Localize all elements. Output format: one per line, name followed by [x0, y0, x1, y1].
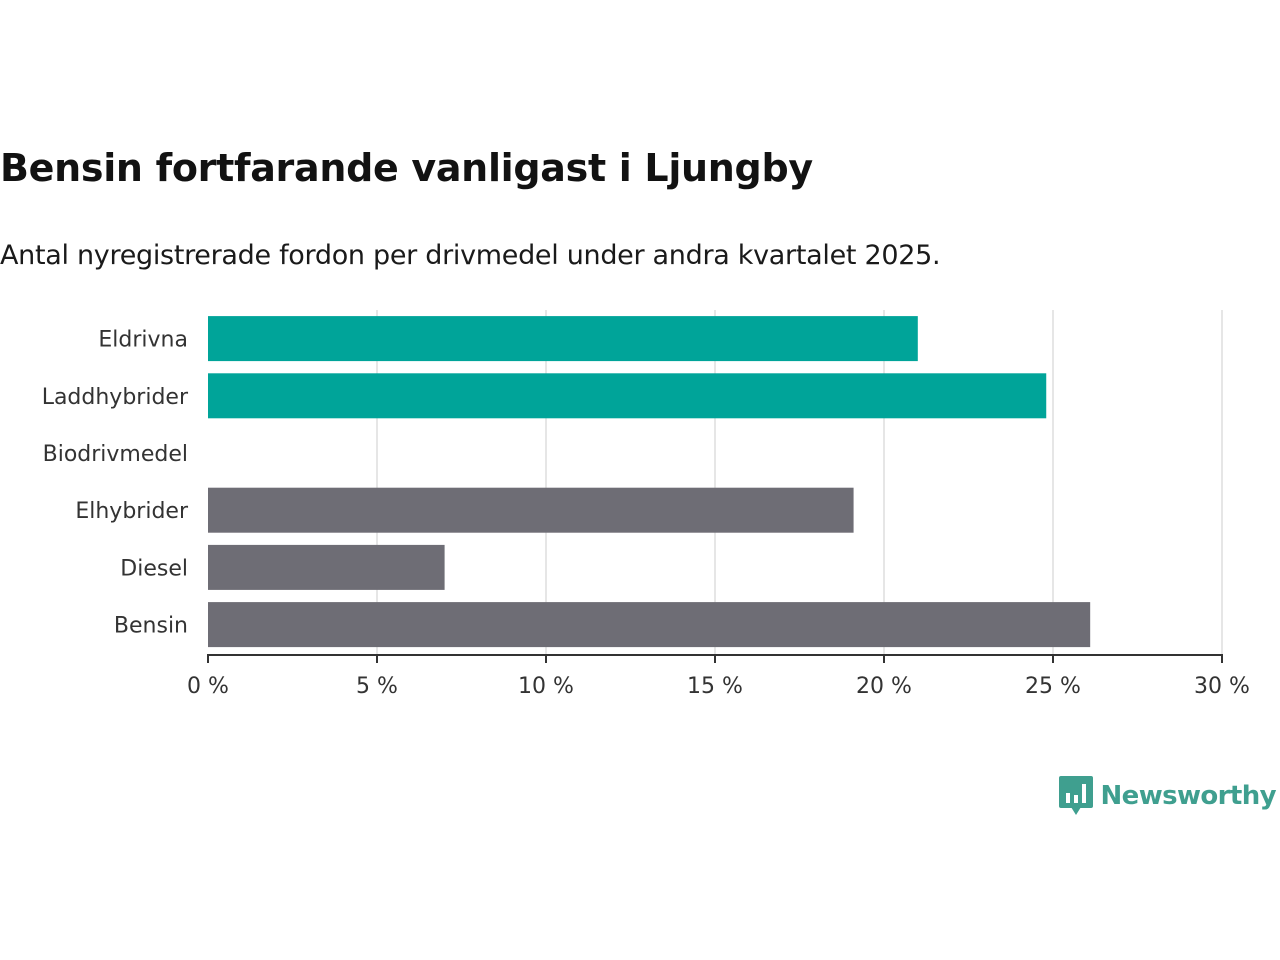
bars [208, 316, 1091, 648]
category-label: Biodrivmedel [43, 442, 188, 467]
bar-bensin [208, 602, 1091, 648]
bar-elhybrider [208, 487, 854, 533]
category-label: Eldrivna [98, 328, 188, 353]
chart-title: Bensin fortfarande vanligast i Ljungby [0, 146, 813, 190]
x-tick-label: 15 % [687, 674, 743, 699]
x-axis: 0 % 5 % 10 % 15 % 20 % 25 % 30 % [187, 654, 1250, 699]
category-label: Bensin [114, 614, 188, 639]
category-labels: Eldrivna Laddhybrider Biodrivmedel Elhybrid… [42, 328, 189, 639]
bar-chart: Eldrivna Laddhybrider Biodrivmedel Elhybrid… [42, 310, 1250, 699]
x-tick-label: 10 % [518, 674, 574, 699]
bar-eldrivna [208, 316, 918, 362]
x-tick-label: 30 % [1194, 674, 1250, 699]
grid-lines [376, 310, 1223, 655]
category-label: Diesel [120, 556, 188, 581]
x-tick-label: 20 % [856, 674, 912, 699]
bar-diesel [208, 544, 445, 590]
bar-laddhybrider [208, 373, 1047, 419]
brand-name: Newsworthy [1100, 781, 1277, 811]
bar-chart-speech-bubble-icon [1058, 776, 1093, 815]
x-tick-label: 25 % [1025, 674, 1081, 699]
x-tick-label: 0 % [187, 674, 229, 699]
category-label: Laddhybrider [42, 385, 189, 410]
category-label: Elhybrider [75, 499, 189, 524]
x-tick-label: 5 % [356, 674, 398, 699]
brand-logo: Newsworthy [1058, 776, 1277, 816]
chart-subtitle: Antal nyregistrerade fordon per drivmede… [0, 240, 941, 271]
